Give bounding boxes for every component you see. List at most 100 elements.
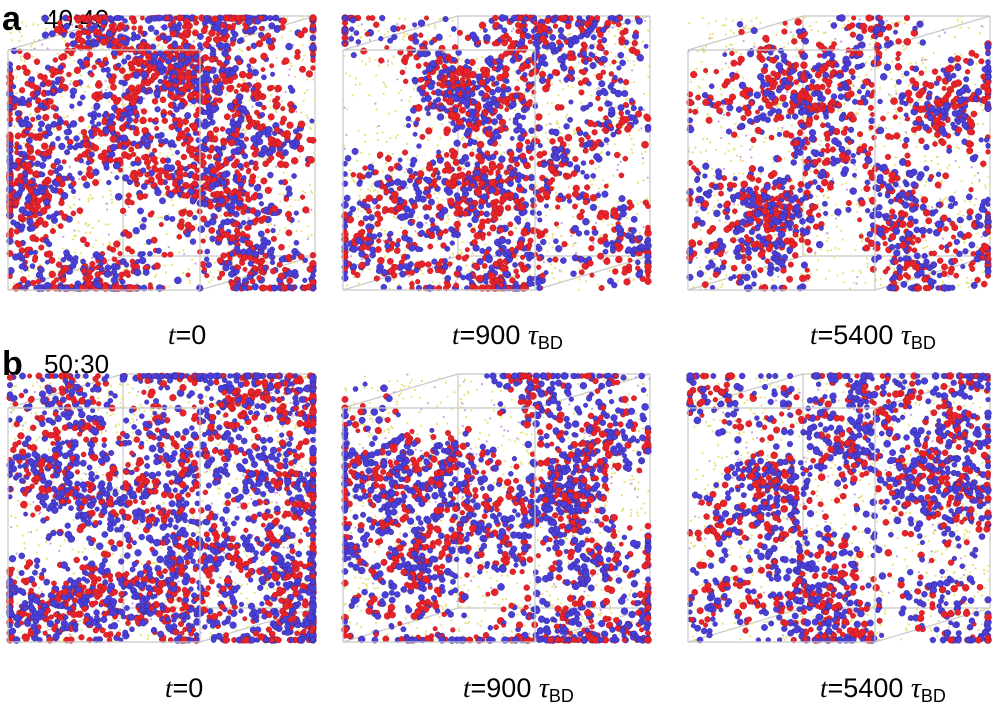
blue-bead — [183, 165, 189, 172]
red-bead — [186, 144, 192, 150]
solvent-particle — [458, 219, 461, 222]
red-bead — [86, 165, 93, 173]
solvent-particle — [574, 241, 577, 244]
solvent-particle — [29, 112, 32, 116]
blue-bead — [22, 266, 29, 272]
red-bead — [276, 261, 283, 268]
solvent-particle — [643, 235, 647, 238]
solvent-particle — [420, 269, 423, 272]
solvent-particle — [243, 131, 247, 134]
blue-bead — [205, 76, 213, 84]
red-bead — [119, 125, 126, 131]
blue-bead — [92, 40, 100, 48]
solvent-particle — [275, 165, 278, 168]
solvent-particle — [551, 54, 555, 57]
solvent-particle — [368, 57, 371, 60]
red-bead — [150, 236, 158, 244]
blue-bead — [142, 30, 148, 37]
red-bead — [269, 84, 275, 91]
solvent-particle — [352, 179, 355, 182]
red-bead — [544, 17, 551, 25]
red-bead — [309, 252, 317, 259]
blue-bead — [150, 15, 158, 22]
solvent-particle — [442, 277, 445, 280]
blue-bead — [230, 148, 238, 156]
red-bead — [161, 108, 167, 115]
solvent-particle — [213, 261, 217, 264]
red-bead — [503, 126, 509, 132]
blue-bead — [379, 14, 386, 22]
solvent-particle — [311, 192, 314, 195]
red-bead — [124, 231, 133, 239]
solvent-particle — [354, 83, 357, 86]
blue-bead — [45, 123, 53, 131]
red-bead — [589, 236, 595, 242]
solvent-particle — [60, 95, 63, 98]
solvent-particle — [241, 229, 244, 232]
solvent-particle — [376, 132, 379, 135]
solvent-particle — [18, 31, 22, 34]
red-bead — [227, 255, 233, 262]
blue-bead — [291, 173, 297, 179]
solvent-particle — [448, 266, 451, 269]
solvent-particle — [288, 204, 292, 208]
red-bead — [20, 276, 28, 284]
solvent-particle — [30, 45, 33, 48]
red-bead — [193, 19, 200, 26]
red-bead — [8, 74, 15, 81]
red-bead — [31, 200, 38, 207]
red-bead — [268, 154, 275, 161]
solvent-particle — [116, 249, 119, 252]
solvent-particle — [278, 192, 281, 196]
red-bead — [191, 29, 199, 37]
red-bead — [70, 210, 77, 217]
blue-bead — [125, 54, 132, 61]
solvent-particle — [69, 206, 73, 210]
red-bead — [74, 156, 80, 162]
blue-bead — [72, 144, 79, 151]
blue-bead — [216, 148, 222, 155]
blue-bead — [42, 185, 48, 191]
blue-bead — [241, 153, 249, 160]
blue-bead — [197, 143, 206, 152]
red-bead — [260, 177, 268, 185]
solvent-particle — [22, 142, 26, 145]
red-bead — [86, 269, 93, 276]
solvent-particle — [266, 44, 269, 47]
blue-bead — [619, 59, 626, 67]
blue-bead — [209, 235, 216, 243]
blue-bead — [10, 219, 17, 226]
blue-bead — [257, 230, 265, 238]
solvent-particle — [578, 61, 581, 64]
solvent-particle — [73, 203, 76, 206]
solvent-particle — [368, 38, 371, 42]
solvent-particle — [368, 268, 371, 271]
red-bead — [167, 63, 175, 71]
solvent-particle — [567, 143, 570, 147]
red-bead — [596, 43, 604, 51]
red-bead — [123, 94, 131, 101]
red-bead — [258, 15, 264, 21]
red-bead — [299, 65, 306, 73]
red-bead — [216, 236, 223, 243]
solvent-particle — [27, 274, 31, 278]
solvent-particle — [573, 66, 576, 69]
red-bead — [184, 127, 191, 133]
blue-bead — [46, 241, 53, 248]
solvent-particle — [391, 62, 394, 65]
red-bead — [273, 126, 281, 134]
blue-bead — [222, 264, 230, 272]
blue-bead — [309, 34, 317, 42]
solvent-particle — [551, 233, 554, 236]
solvent-particle — [560, 222, 563, 225]
solvent-particle — [611, 265, 614, 268]
blue-bead — [135, 258, 141, 264]
red-bead — [23, 68, 31, 76]
blue-bead — [67, 143, 74, 150]
solvent-particle — [475, 136, 479, 139]
solvent-particle — [105, 55, 108, 58]
solvent-particle — [592, 241, 595, 244]
solvent-particle — [82, 171, 85, 174]
solvent-particle — [178, 251, 181, 254]
solvent-particle — [89, 194, 92, 197]
